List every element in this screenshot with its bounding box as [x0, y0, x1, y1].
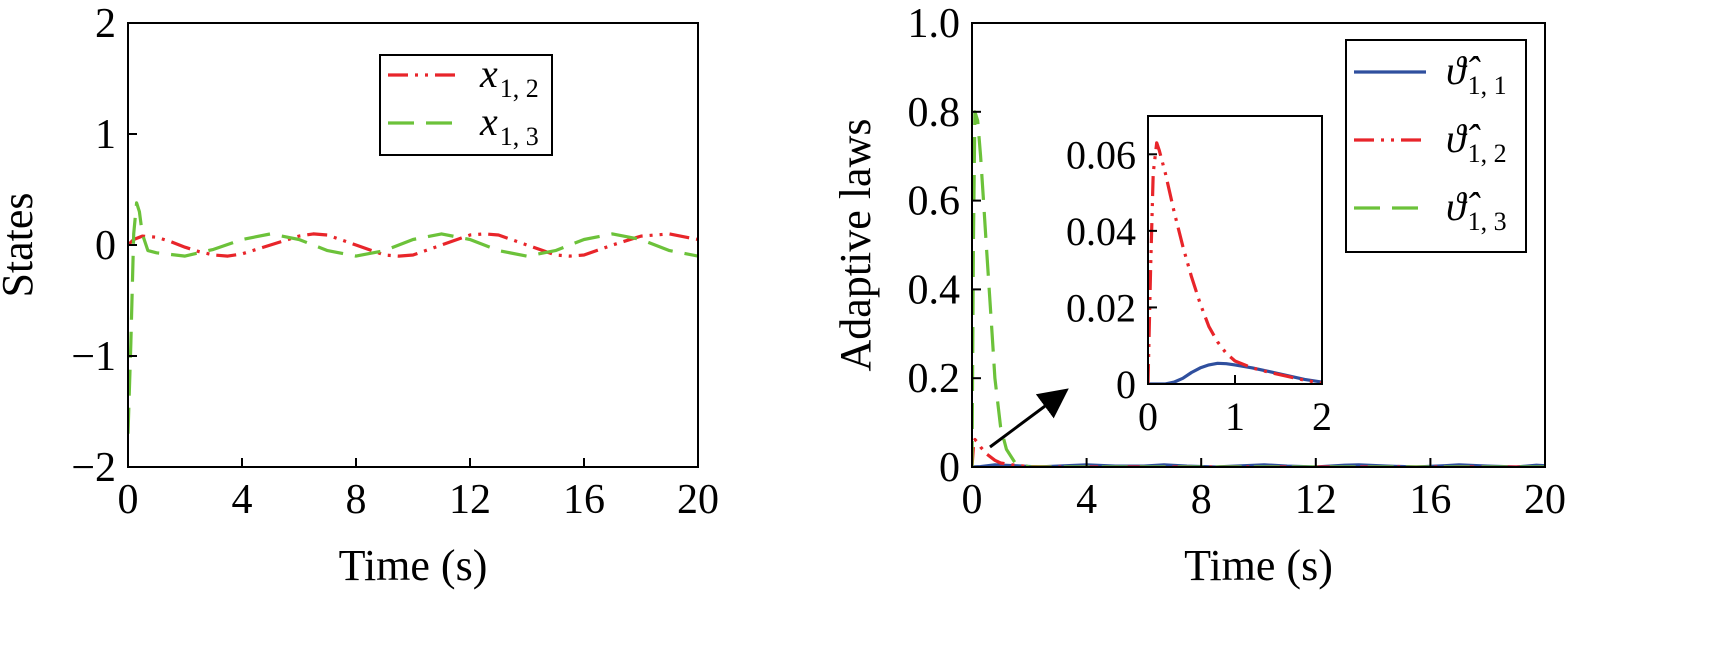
y-tick-label: −1 — [71, 334, 116, 380]
y-tick-label: −2 — [71, 445, 116, 491]
legend: ϑ̂1, 1ϑ̂1, 2ϑ̂1, 3 — [1345, 39, 1527, 253]
y-tick-label: 0 — [939, 445, 960, 491]
x-tick-label: 20 — [677, 477, 719, 523]
legend-subscript: 1, 2 — [1468, 139, 1507, 168]
x-tick-label: 16 — [563, 477, 605, 523]
x-tick-label: 1 — [1225, 394, 1245, 439]
x-tick-label: 0 — [962, 477, 983, 523]
x-tick-label: 12 — [449, 477, 491, 523]
y-axis-label: States — [0, 192, 42, 297]
y-tick-label: 1.0 — [908, 1, 961, 47]
y-tick-label: 0.6 — [908, 179, 961, 225]
series-line-3 — [972, 110, 1545, 467]
y-tick-label: 0 — [1116, 362, 1136, 407]
y-tick-label: 0.06 — [1066, 132, 1136, 177]
inset-chart: 0 1 2 0 0.02 0.04 0.06 — [1066, 115, 1332, 439]
x-tick-label: 20 — [1524, 477, 1566, 523]
x-tick-label: 12 — [1295, 477, 1337, 523]
legend-symbol: x — [479, 51, 498, 96]
inset-background — [1148, 116, 1322, 384]
x-tick-label: 4 — [1076, 477, 1097, 523]
y-tick-label: 0.02 — [1066, 285, 1136, 330]
y-tick-label: 1 — [95, 112, 116, 158]
x-axis-label: Time (s) — [1184, 541, 1333, 590]
y-tick-label: 2 — [95, 1, 116, 47]
plot-area — [128, 201, 698, 434]
legend-subscript: 1, 1 — [1468, 71, 1507, 100]
y-tick-label: 0.4 — [908, 267, 961, 313]
x-tick-label: 2 — [1312, 394, 1332, 439]
legend-label-1: ϑ̂1, 1 — [1446, 48, 1507, 100]
x-tick-label: 8 — [1191, 477, 1212, 523]
legend-label-2: x1, 3 — [479, 99, 539, 151]
x-tick-label: 0 — [1138, 394, 1158, 439]
y-tick-label: 0.8 — [908, 90, 961, 136]
y-axis-label: Adaptive laws — [831, 119, 880, 372]
legend-box — [379, 54, 553, 156]
plot-frame — [971, 22, 1546, 468]
legend: x1, 2x1, 3 — [379, 51, 553, 156]
y-tick-label: 0 — [95, 223, 116, 269]
zoom-arrow — [989, 388, 1069, 449]
x-tick-label: 4 — [232, 477, 253, 523]
legend-subscript: 1, 3 — [1468, 207, 1507, 236]
x-tick-label: 16 — [1409, 477, 1451, 523]
legend-subscript: 1, 3 — [500, 122, 539, 151]
series-line-2 — [972, 437, 1545, 467]
legend-box — [1345, 39, 1527, 253]
inset-series-line-2 — [1148, 141, 1322, 384]
y-tick-label: 0.04 — [1066, 209, 1136, 254]
inset-plot-area — [1148, 141, 1322, 384]
x-axis-label: Time (s) — [339, 541, 488, 590]
x-tick-label: 0 — [118, 477, 139, 523]
series-line-2 — [128, 201, 698, 434]
legend-symbol: x — [479, 99, 498, 144]
y-tick-label: 0.2 — [908, 356, 961, 402]
legend-label-1: x1, 2 — [479, 51, 539, 103]
series-line-1 — [128, 232, 698, 258]
x-tick-label: 8 — [346, 477, 367, 523]
legend-subscript: 1, 2 — [500, 74, 539, 103]
